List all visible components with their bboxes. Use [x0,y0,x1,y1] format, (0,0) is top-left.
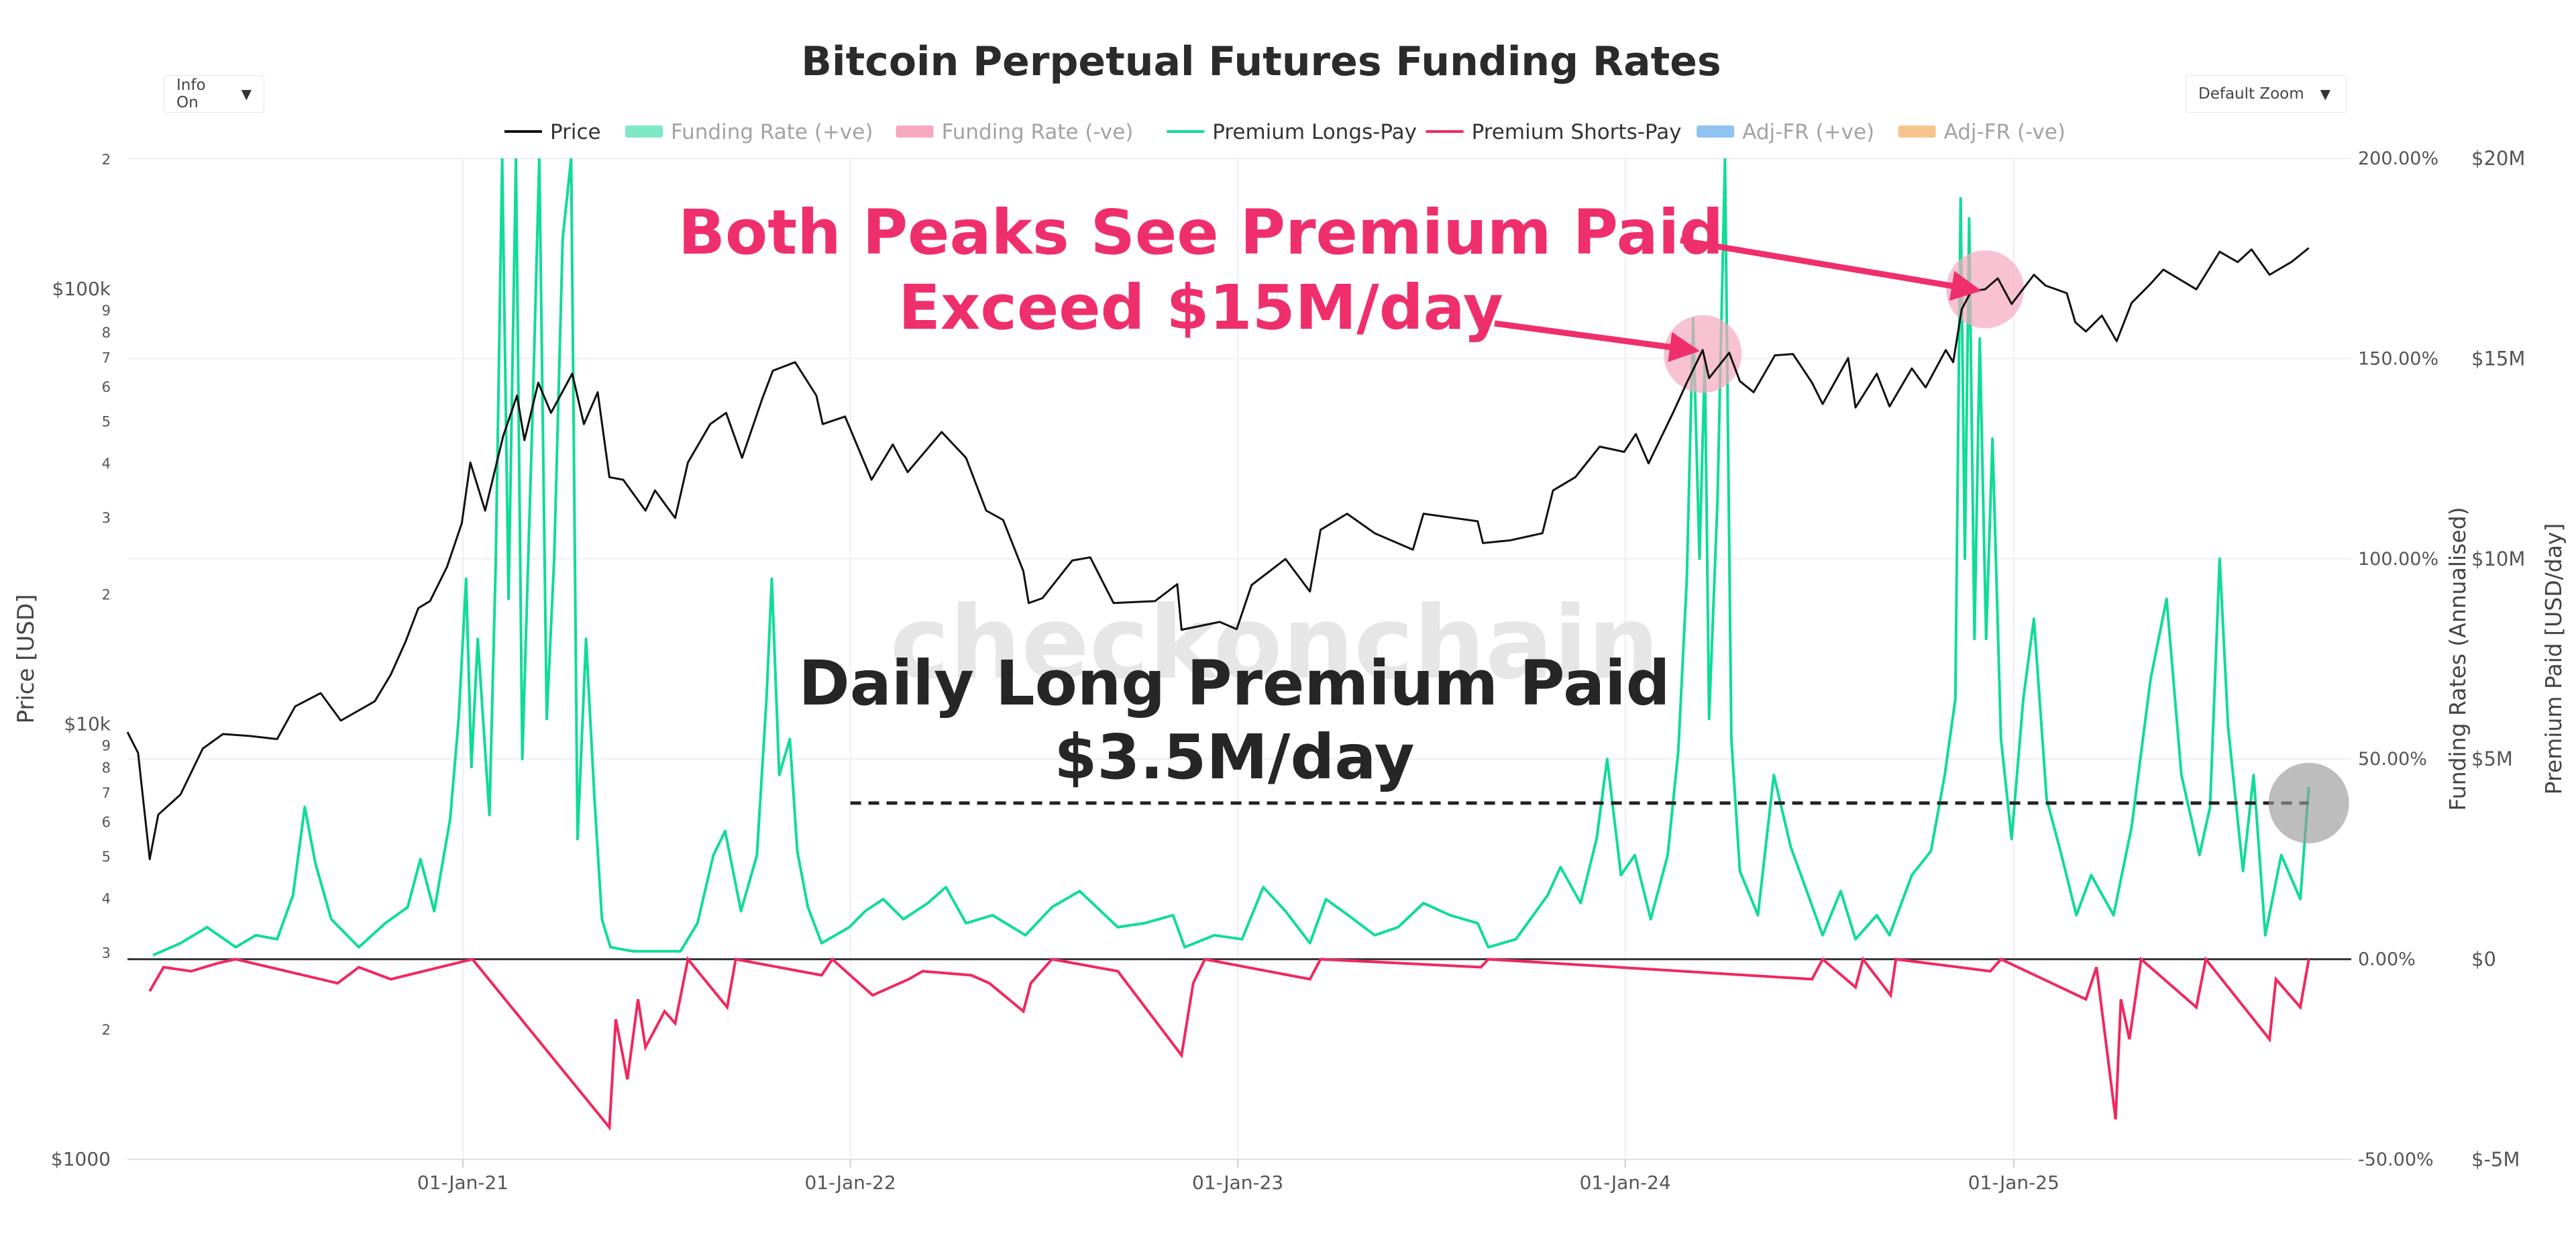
y-funding-tick-label: 100.00% [2358,549,2438,570]
y-funding-tick-label: 0.00% [2358,949,2416,970]
y-left-tick-label: 4 [102,891,111,907]
premium-shorts-pay-line [148,955,2310,1131]
annotation-peaks-line2: Exceed $15M/day [898,272,1503,344]
y-left-tick-label: 4 [102,456,111,472]
y-left-tick-label: 8 [102,325,111,341]
legend-item[interactable]: Funding Rate (+ve) [625,120,873,144]
y-funding-tick-label: 50.00% [2358,749,2427,770]
chevron-down-icon: ▼ [241,86,252,102]
info-toggle-dropdown[interactable]: Info On ▼ [164,75,264,113]
y-left-tick-label: 3 [102,945,111,961]
y-left-tick-label: 8 [102,760,111,776]
annotation-long-premium-line1: Daily Long Premium Paid [798,647,1670,719]
y-left-tick-label: $100k [52,278,111,300]
y-left-tick-label: 7 [102,350,111,366]
x-tick-label: 01-Jan-21 [417,1172,508,1194]
legend-label: Funding Rate (+ve) [671,120,873,144]
legend-item[interactable]: Funding Rate (-ve) [896,120,1134,144]
legend-swatch [896,125,934,138]
info-toggle-label: Info On [176,76,206,111]
legend-label: Funding Rate (-ve) [942,120,1134,144]
current-value-highlight-circle [2268,762,2349,843]
y-premium-tick-label: $0 [2471,948,2496,971]
y-funding-tick-label: -50.00% [2358,1149,2434,1170]
y-left-tick-label: 6 [102,814,111,830]
watermark-text: checkonchain [890,585,1659,702]
annotation-arrow-lower [1494,320,1700,362]
legend-item[interactable]: Price [504,120,601,144]
legend-item[interactable]: Premium Longs-Pay [1167,120,1417,144]
y-left-tick-label: 2 [102,152,111,168]
y-funding-tick-label: 200.00% [2358,148,2438,169]
y-funding-axis-title: Funding Rates (Annualised) [2445,507,2471,811]
y-premium-tick-label: $5M [2471,747,2513,770]
y-axis-right: 200.00% 150.00% 100.00% 50.00% 0.00% -50.00% $… [2358,147,2567,1171]
legend-label: Price [550,120,601,144]
y-left-tick-label: 9 [102,737,111,753]
legend-label: Premium Longs-Pay [1212,120,1417,144]
y-premium-tick-label: $-5M [2471,1148,2520,1171]
annotation-peaks-line1: Both Peaks See Premium Paid [678,197,1723,268]
x-tick-label: 01-Jan-25 [1968,1172,2059,1194]
y-premium-tick-label: $10M [2471,548,2525,570]
y-left-tick-label: 5 [102,849,111,865]
y-axis-left: $1000 2 3 4 5 6 7 8 9 $10k 2 3 4 5 6 7 8 9 $100k 2 Price [US… [13,152,111,1170]
legend-swatch [1898,125,1936,138]
legend-label: Adj-FR (+ve) [1742,120,1874,144]
legend: Price Funding Rate (+ve) Funding Rate (-ve… [504,120,2065,144]
y-left-tick-label: 9 [102,303,111,319]
annotation-arrow-upper [1680,237,1982,301]
legend-item[interactable]: Adj-FR (-ve) [1898,120,2065,144]
y-left-tick-label: 3 [102,510,111,526]
annotation-long-premium-line2: $3.5M/day [1054,721,1414,793]
y-premium-tick-label: $20M [2471,147,2525,170]
x-axis: 01-Jan-21 01-Jan-22 01-Jan-23 01-Jan-24 01-J… [417,1159,2059,1194]
y-left-tick-label: $10k [64,713,111,735]
zoom-dropdown-label: Default Zoom [2198,85,2304,103]
chevron-down-icon: ▼ [2320,86,2331,102]
x-tick-label: 01-Jan-22 [804,1172,896,1194]
premium-longs-pay-line [152,158,2310,957]
y-funding-tick-label: 150.00% [2358,348,2438,369]
legend-item[interactable]: Adj-FR (+ve) [1697,120,1874,144]
legend-item[interactable]: Premium Shorts-Pay [1426,120,1682,144]
legend-label: Premium Shorts-Pay [1472,120,1682,144]
y-left-tick-label: 7 [102,785,111,801]
y-left-tick-label: $1000 [51,1148,111,1170]
y-premium-tick-label: $15M [2471,347,2525,370]
x-tick-label: 01-Jan-23 [1192,1172,1283,1194]
y-premium-axis-title: Premium Paid [USD/day] [2540,523,2567,795]
y-left-tick-label: 5 [102,413,111,429]
legend-swatch [1697,125,1735,138]
legend-label: Adj-FR (-ve) [1944,120,2065,144]
x-tick-label: 01-Jan-24 [1580,1172,1671,1194]
y-left-tick-label: 2 [102,586,111,603]
y-left-axis-title: Price [USD] [13,594,40,724]
chart-title: Bitcoin Perpetual Futures Funding Rates [801,38,1721,85]
legend-swatch [625,125,663,138]
zoom-dropdown[interactable]: Default Zoom ▼ [2186,75,2347,113]
y-left-tick-label: 6 [102,379,111,395]
premium-layer [148,158,2310,1131]
y-left-tick-label: 2 [102,1022,111,1038]
